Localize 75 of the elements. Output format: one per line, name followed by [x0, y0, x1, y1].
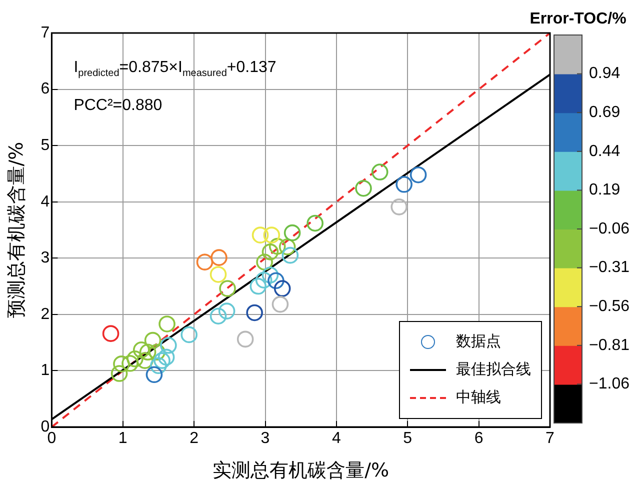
x-tick-label: 6 — [474, 430, 484, 448]
point — [255, 272, 272, 288]
point — [284, 224, 301, 242]
point — [160, 336, 177, 354]
x-axis-title: 实测总有机碳含量/% — [212, 460, 390, 482]
point — [122, 354, 138, 372]
point — [110, 365, 128, 382]
point — [113, 356, 130, 372]
color-bar-label: −1.06 — [589, 376, 630, 393]
point — [210, 249, 228, 266]
point — [371, 164, 388, 180]
point — [246, 304, 263, 322]
point — [144, 332, 162, 349]
y-tick-label: 7 — [40, 24, 50, 42]
point — [146, 366, 163, 384]
color-bar-label: −0.06 — [589, 220, 630, 238]
annotation: I$_{predicted}$=0.875×I$_{measured}$+0.137 — [74, 59, 276, 80]
point — [256, 254, 273, 270]
y-tick-label: 4 — [40, 193, 50, 210]
x-tick-label: 4 — [332, 430, 341, 448]
point — [282, 246, 299, 264]
point — [262, 266, 279, 284]
y-tick-label: 6 — [40, 80, 50, 98]
point — [390, 198, 408, 216]
point — [150, 357, 167, 374]
y-tick-label: 5 — [40, 136, 50, 154]
point — [180, 326, 198, 344]
point — [306, 214, 324, 232]
color-bar-label: −0.31 — [589, 259, 630, 276]
point — [278, 238, 296, 256]
point — [218, 302, 236, 320]
point — [272, 296, 289, 313]
color-bar-label: −0.81 — [589, 336, 630, 354]
point — [410, 166, 427, 184]
y-axis-title: 预测总有机碳含量/% — [5, 142, 28, 318]
point — [139, 344, 156, 361]
x-tick-label: 5 — [403, 430, 412, 448]
point — [263, 226, 280, 244]
color-bar-title: Error-TOC/% — [530, 10, 626, 28]
point — [154, 352, 170, 369]
point — [268, 272, 284, 290]
color-bar-label: 0.94 — [589, 65, 620, 82]
legend-label: 最佳拟合线 — [456, 360, 531, 380]
point — [252, 226, 269, 244]
y-tick-label: 2 — [40, 306, 50, 323]
annotation: PCC²=0.880 — [74, 97, 162, 115]
point — [158, 348, 175, 366]
y-tick-label: 1 — [40, 362, 50, 380]
color-bar-label: −0.56 — [589, 298, 630, 316]
point — [132, 341, 150, 358]
point — [126, 350, 144, 368]
point — [210, 266, 227, 283]
point — [210, 308, 227, 325]
point — [158, 316, 176, 332]
color-bar-label: 0.44 — [589, 142, 620, 160]
legend-label: 中轴线 — [456, 388, 501, 408]
point — [268, 238, 286, 255]
color-bar-label: 0.69 — [589, 104, 620, 122]
x-tick-label: 2 — [190, 430, 199, 448]
point — [274, 280, 291, 297]
point — [136, 352, 154, 369]
point — [396, 176, 412, 193]
point — [102, 325, 120, 342]
x-tick-label: 3 — [260, 430, 270, 448]
x-tick-label: 1 — [118, 430, 128, 448]
point — [236, 330, 254, 348]
point — [250, 278, 267, 295]
point — [262, 244, 279, 260]
color-bar-label: 0.19 — [589, 182, 620, 199]
point — [219, 280, 236, 297]
x-tick-label: 7 — [546, 430, 555, 448]
point — [196, 254, 214, 270]
point — [355, 180, 372, 197]
legend-label: 数据点 — [456, 332, 501, 352]
y-tick-label: 3 — [40, 250, 50, 267]
